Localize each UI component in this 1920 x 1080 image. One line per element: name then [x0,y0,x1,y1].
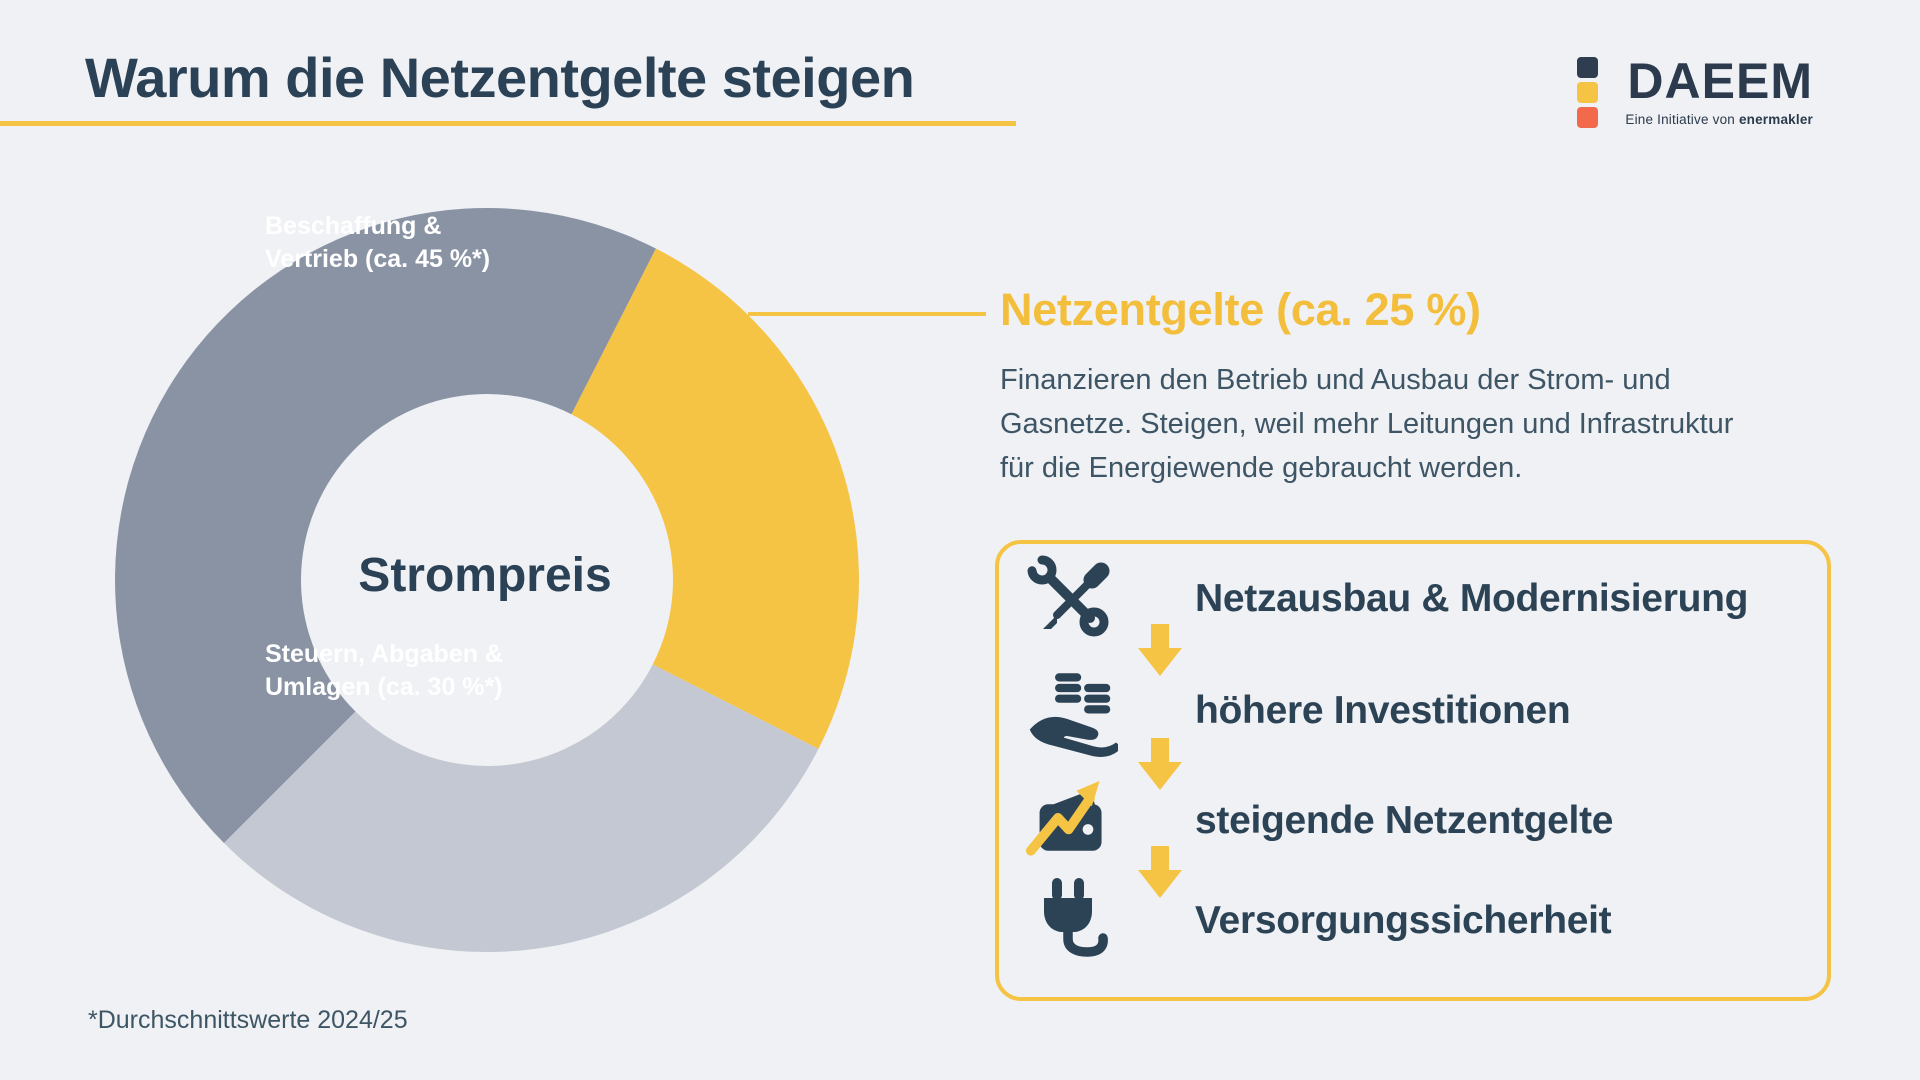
detail-body-text: Finanzieren den Betrieb und Ausbau der S… [1000,364,1734,484]
donut-segment-beschaffung-vertrieb [115,208,656,844]
flow-step-2-label: höhere Investitionen [1195,689,1571,732]
flow-step-1-label: Netzausbau & Modernisierung [1195,577,1749,620]
page-title: Warum die Netzentgelte steigen [85,46,915,109]
plug-icon [1044,878,1108,957]
flow-step-4-label: Versorgungssicherheit [1195,899,1612,942]
slice-label-steuern: Steuern, Abgaben & Umlagen (ca. 30 %*) [265,638,503,704]
detail-heading: Netzentgelte (ca. 25 %) [1000,284,1481,335]
flow-step-3-label: steigende Netzentgelte [1195,799,1614,842]
callout-connector-line [748,312,986,316]
donut-segment-netzentgelte [571,248,860,749]
logo-square-navy [1577,57,1598,78]
logo-tagline-brand: enermakler [1738,112,1813,127]
logo-wordmark: DAEEM [1627,53,1813,109]
logo-tagline-prefix: Eine Initiative von [1625,112,1739,127]
slice-label-beschaffung: Beschaffung & Vertrieb (ca. 45 %*) [265,210,490,276]
strompreis-donut-chart [115,208,860,952]
title-underline [0,121,1016,126]
flow-box [995,540,1831,1001]
slice-label-steuern-line1: Steuern, Abgaben & [265,640,503,668]
donut-segment-steuern-abgaben-umlagen [223,664,819,952]
logo-square-orange [1577,107,1598,128]
logo-square-yellow [1577,82,1598,103]
footnote: *Durchschnittswerte 2024/25 [88,1006,408,1034]
hand-coins-icon [1029,673,1118,757]
slice-label-steuern-line2: Umlagen (ca. 30 %*) [265,673,503,701]
wallet-trend-icon [1026,781,1102,856]
donut-center-label: Strompreis [358,549,612,602]
slice-label-beschaffung-line1: Beschaffung & [265,212,442,240]
down-arrow-icon [1138,846,1182,898]
slice-label-beschaffung-line2: Vertrieb (ca. 45 %*) [265,245,491,273]
tools-icon [1027,555,1110,637]
logo-tagline: Eine Initiative von enermakler [1607,112,1813,127]
down-arrow-icon [1138,624,1182,676]
down-arrow-icon [1138,738,1182,790]
